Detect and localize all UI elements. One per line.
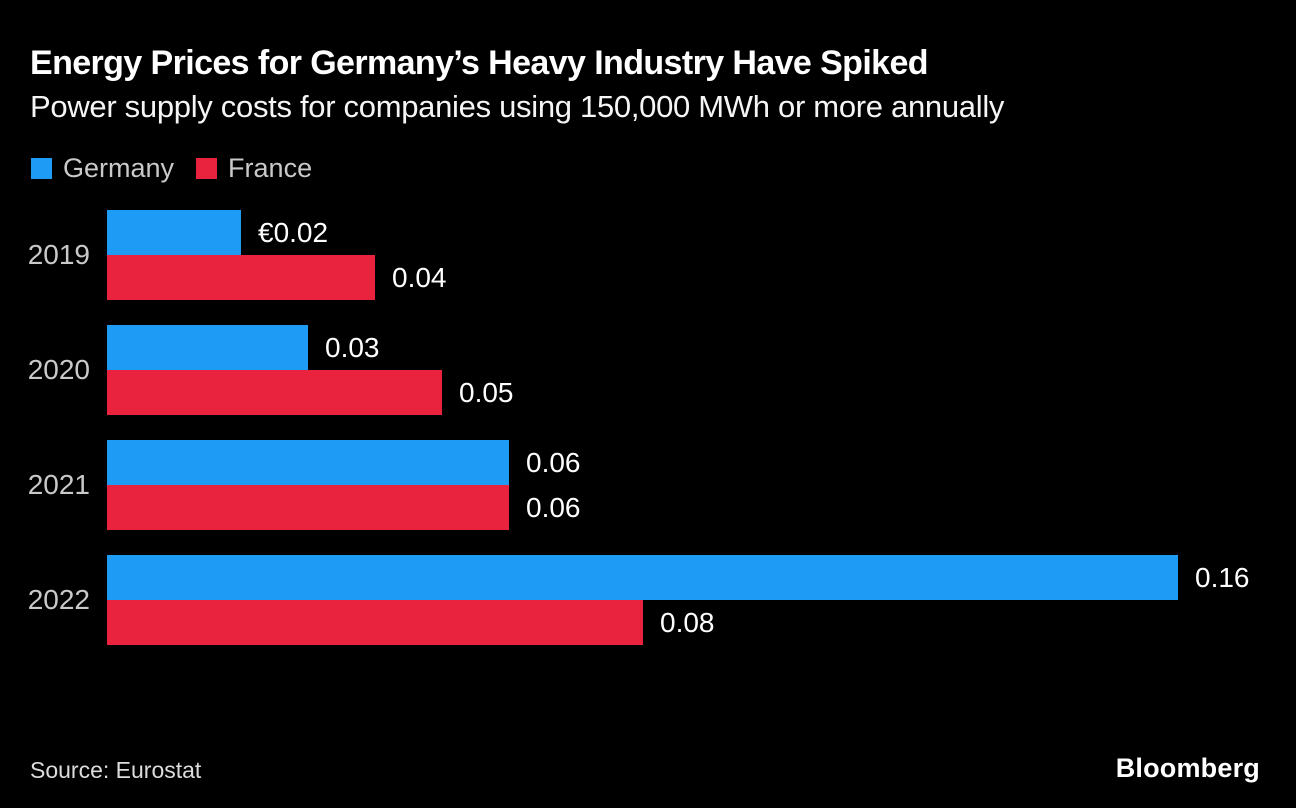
bar-germany-2020 [107, 325, 308, 370]
bar-value-france-2019: 0.04 [392, 261, 447, 293]
bar-value-germany-2021: 0.06 [526, 446, 581, 478]
bar-row-germany-2020: 0.03 [107, 325, 1296, 370]
bar-germany-2022 [107, 555, 1178, 600]
chart-header: Energy Prices for Germany’s Heavy Indust… [30, 42, 1266, 127]
year-label-2022: 2022 [27, 584, 90, 615]
page-title: Energy Prices for Germany’s Heavy Indust… [30, 44, 929, 82]
bars-2022: 0.16 0.08 [107, 555, 1296, 645]
bloomberg-logo: Bloomberg [1115, 753, 1260, 783]
source-note: Source: Eurostat [30, 757, 202, 783]
bar-chart: 2019 €0.02 0.04 2020 0.03 [0, 210, 1296, 645]
bar-group-2020: 2020 0.03 0.05 [0, 325, 1296, 415]
bar-france-2020 [107, 370, 442, 415]
year-label-2020: 2020 [27, 354, 90, 385]
germany-swatch-icon [31, 158, 52, 179]
legend-label-germany: Germany [63, 153, 175, 183]
bar-germany-2021 [107, 440, 509, 485]
bar-value-germany-2022: 0.16 [1195, 561, 1250, 593]
bar-row-france-2019: 0.04 [107, 255, 1296, 300]
legend-label-france: France [228, 153, 313, 183]
legend-item-france: France [196, 155, 312, 182]
bar-value-france-2020: 0.05 [459, 376, 514, 408]
bar-group-2022: 2022 0.16 0.08 [0, 555, 1296, 645]
bar-row-germany-2021: 0.06 [107, 440, 1296, 485]
page-subtitle: Power supply costs for companies using 1… [30, 88, 1005, 124]
bar-group-2021: 2021 0.06 0.06 [0, 440, 1296, 530]
legend-item-germany: Germany [31, 155, 174, 182]
bar-value-germany-2020: 0.03 [325, 331, 380, 363]
bar-germany-2019 [107, 210, 241, 255]
bar-row-france-2022: 0.08 [107, 600, 1296, 645]
bar-value-germany-2019: €0.02 [258, 216, 329, 248]
france-swatch-icon [196, 158, 218, 179]
bars-2019: €0.02 0.04 [107, 210, 1296, 300]
year-label-2021: 2021 [27, 469, 90, 500]
bar-value-france-2021: 0.06 [526, 491, 581, 523]
year-label-2019: 2019 [27, 239, 90, 270]
bar-france-2021 [107, 485, 509, 530]
bar-france-2019 [107, 255, 375, 300]
legend: Germany France [31, 155, 312, 182]
bar-value-france-2022: 0.08 [660, 606, 715, 638]
bar-row-france-2021: 0.06 [107, 485, 1296, 530]
bar-france-2022 [107, 600, 643, 645]
bars-2020: 0.03 0.05 [107, 325, 1296, 415]
bar-row-germany-2022: 0.16 [107, 555, 1296, 600]
bars-2021: 0.06 0.06 [107, 440, 1296, 530]
bar-row-france-2020: 0.05 [107, 370, 1296, 415]
bar-row-germany-2019: €0.02 [107, 210, 1296, 255]
bar-group-2019: 2019 €0.02 0.04 [0, 210, 1296, 300]
chart-footer: Source: Eurostat Bloomberg [30, 753, 1260, 784]
